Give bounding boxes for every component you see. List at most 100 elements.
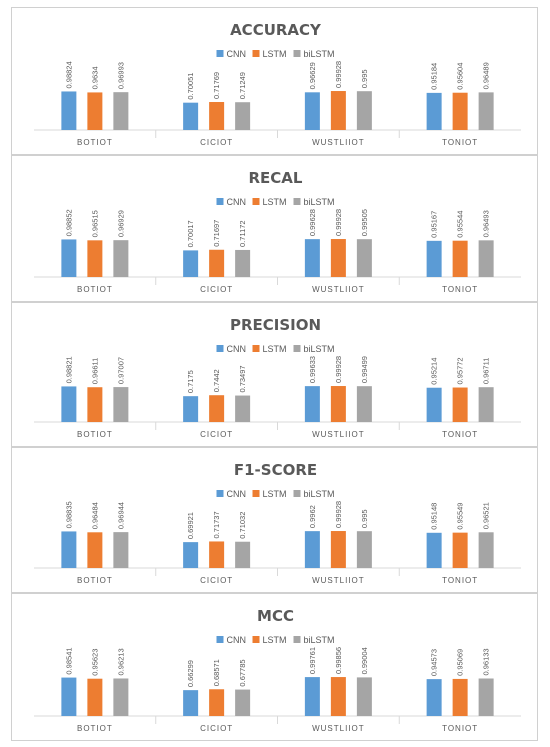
legend-item-bilstm: biLSTM bbox=[293, 197, 335, 207]
data-label: 0.96493 bbox=[482, 210, 491, 237]
legend-label: CNN bbox=[227, 344, 247, 354]
category-label-toniot: TONIOT bbox=[442, 724, 478, 733]
legend-label: CNN bbox=[227, 489, 247, 499]
bar-cnn-botiot bbox=[61, 677, 77, 716]
data-label: 0.7175 bbox=[186, 370, 195, 393]
legend-swatch bbox=[216, 198, 224, 205]
bar-lstm-ciciot bbox=[209, 689, 225, 716]
bar-bilstm-botiot bbox=[113, 387, 129, 422]
chart-title: PRECISION bbox=[230, 316, 321, 334]
data-label: 0.96944 bbox=[116, 502, 125, 529]
category-label-botiot: BOTIOT bbox=[77, 430, 113, 439]
data-label: 0.96929 bbox=[116, 210, 125, 237]
bar-bilstm-ciciot bbox=[235, 689, 251, 716]
legend-swatch bbox=[252, 636, 260, 643]
data-label: 0.97007 bbox=[116, 357, 125, 384]
bar-lstm-wustliiot bbox=[330, 531, 346, 568]
bar-cnn-toniot bbox=[426, 240, 442, 277]
category-label-ciciot: CICIOT bbox=[200, 138, 233, 147]
data-label: 0.96521 bbox=[482, 502, 491, 529]
category-label-wustliiot: WUSTLIIOT bbox=[312, 285, 365, 294]
data-label: 0.95148 bbox=[430, 503, 439, 530]
bar-bilstm-wustliiot bbox=[356, 386, 372, 422]
chart-panel-mcc: MCC CNN LSTM biLSTM 0.98541 0.95623 0.96213 BOT… bbox=[11, 593, 538, 741]
data-label: 0.95549 bbox=[456, 503, 465, 530]
data-label: 0.67785 bbox=[238, 659, 247, 686]
chart-precision: PRECISION CNN LSTM biLSTM 0.98821 0.96611 0.97… bbox=[34, 316, 521, 439]
data-label: 0.98821 bbox=[64, 356, 73, 383]
bar-cnn-botiot bbox=[61, 531, 77, 568]
legend-swatch bbox=[293, 345, 301, 352]
bar-bilstm-ciciot bbox=[235, 541, 251, 568]
legend-item-lstm: LSTM bbox=[252, 635, 287, 645]
bar-cnn-botiot bbox=[61, 386, 77, 422]
legend-swatch bbox=[216, 490, 224, 497]
category-label-ciciot: CICIOT bbox=[200, 576, 233, 585]
legend-swatch bbox=[252, 50, 260, 57]
category-label-ciciot: CICIOT bbox=[200, 430, 233, 439]
bar-cnn-wustliiot bbox=[304, 677, 320, 716]
legend-label: CNN bbox=[227, 635, 247, 645]
bar-lstm-wustliiot bbox=[330, 386, 346, 422]
data-label: 0.96611 bbox=[90, 358, 99, 385]
data-label: 0.70051 bbox=[186, 73, 195, 100]
chart-panel-recal: RECAL CNN LSTM biLSTM 0.98852 0.96515 0.96929 B… bbox=[11, 155, 538, 302]
bar-bilstm-wustliiot bbox=[356, 531, 372, 568]
legend-swatch bbox=[252, 345, 260, 352]
legend-swatch bbox=[216, 636, 224, 643]
category-label-botiot: BOTIOT bbox=[77, 138, 113, 147]
bar-lstm-wustliiot bbox=[330, 239, 346, 277]
data-label: 0.95623 bbox=[90, 649, 99, 676]
bar-lstm-wustliiot bbox=[330, 677, 346, 716]
bar-bilstm-toniot bbox=[478, 532, 494, 568]
category-label-botiot: BOTIOT bbox=[77, 576, 113, 585]
data-label: 0.96489 bbox=[482, 62, 491, 89]
legend-item-bilstm: biLSTM bbox=[293, 635, 335, 645]
legend-item-bilstm: biLSTM bbox=[293, 344, 335, 354]
bar-cnn-toniot bbox=[426, 679, 442, 716]
bar-bilstm-wustliiot bbox=[356, 677, 372, 716]
bar-cnn-wustliiot bbox=[304, 531, 320, 568]
legend-label: biLSTM bbox=[304, 489, 335, 499]
bar-bilstm-wustliiot bbox=[356, 239, 372, 277]
data-label: 0.99856 bbox=[334, 647, 343, 674]
bar-bilstm-ciciot bbox=[235, 249, 251, 277]
data-label: 0.99761 bbox=[308, 647, 317, 674]
bar-cnn-ciciot bbox=[183, 542, 199, 568]
legend-swatch bbox=[293, 198, 301, 205]
legend-label: LSTM bbox=[263, 489, 287, 499]
legend-label: biLSTM bbox=[304, 344, 335, 354]
bar-bilstm-toniot bbox=[478, 92, 494, 130]
data-label: 0.96993 bbox=[116, 62, 125, 89]
legend-label: LSTM bbox=[263, 635, 287, 645]
data-label: 0.99004 bbox=[360, 647, 369, 674]
bar-lstm-ciciot bbox=[209, 249, 225, 277]
bar-bilstm-toniot bbox=[478, 678, 494, 716]
data-label: 0.98835 bbox=[64, 501, 73, 528]
bar-lstm-wustliiot bbox=[330, 91, 346, 130]
legend-label: LSTM bbox=[263, 344, 287, 354]
data-label: 0.68571 bbox=[212, 659, 221, 686]
bar-lstm-toniot bbox=[452, 678, 468, 716]
data-label: 0.96213 bbox=[116, 648, 125, 675]
category-label-toniot: TONIOT bbox=[442, 285, 478, 294]
bar-bilstm-botiot bbox=[113, 240, 129, 277]
data-label: 0.71032 bbox=[238, 512, 247, 539]
data-label: 0.9634 bbox=[90, 66, 99, 89]
legend-item-cnn: CNN bbox=[216, 489, 247, 499]
data-label: 0.71737 bbox=[212, 511, 221, 538]
bar-lstm-botiot bbox=[87, 92, 103, 130]
bar-lstm-botiot bbox=[87, 532, 103, 568]
legend-item-lstm: LSTM bbox=[252, 489, 287, 499]
bar-cnn-botiot bbox=[61, 239, 77, 277]
bar-lstm-toniot bbox=[452, 240, 468, 277]
data-label: 0.96711 bbox=[482, 358, 491, 385]
data-label: 0.99928 bbox=[334, 501, 343, 528]
bar-bilstm-toniot bbox=[478, 387, 494, 422]
chart-title: ACCURACY bbox=[230, 21, 322, 39]
data-label: 0.99628 bbox=[308, 209, 317, 236]
data-label: 0.96133 bbox=[482, 648, 491, 675]
legend-label: LSTM bbox=[263, 197, 287, 207]
category-label-ciciot: CICIOT bbox=[200, 285, 233, 294]
chart-title: MCC bbox=[257, 607, 294, 625]
